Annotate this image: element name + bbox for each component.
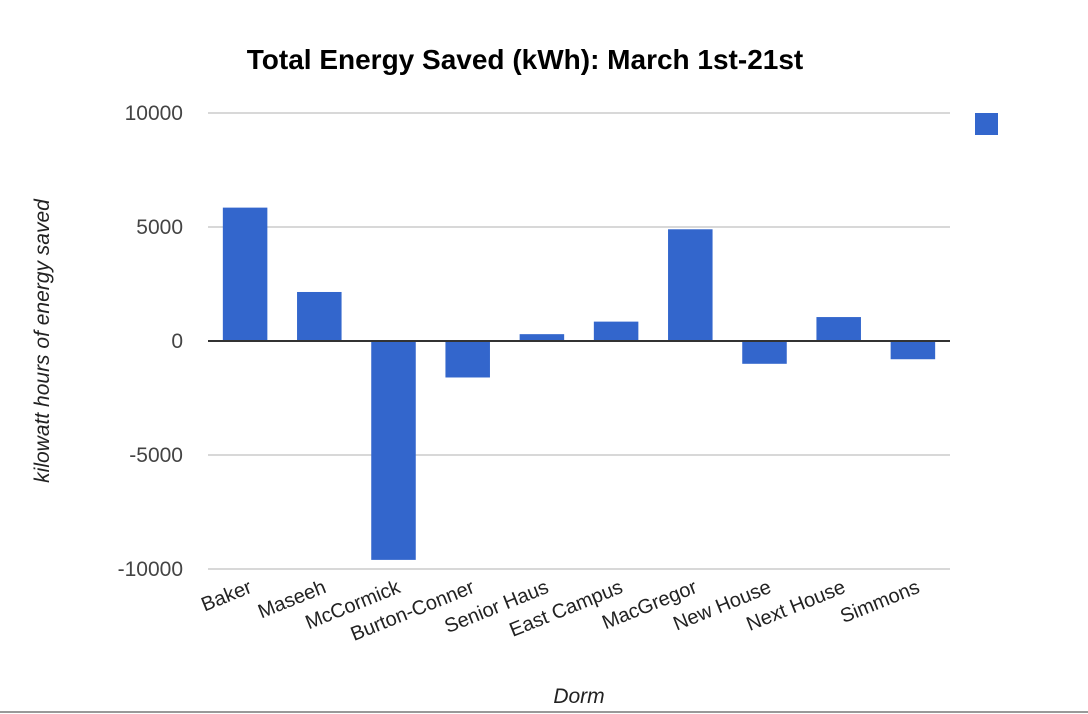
bar-senior-haus	[519, 334, 565, 341]
y-tick-label: 0	[171, 330, 183, 353]
y-tick-label: 10000	[125, 102, 183, 125]
y-axis-tick-labels: 10000 5000 0 -5000 -10000	[118, 102, 183, 581]
bar-new-house	[742, 341, 787, 364]
bar-next-house	[816, 317, 861, 341]
x-tick-label: Simmons	[837, 576, 923, 628]
y-axis-title: kilowatt hours of energy saved	[31, 198, 54, 483]
bar-maseeh	[297, 291, 342, 341]
bar-burton-conner	[445, 341, 490, 378]
x-tick-label: Baker	[198, 576, 255, 616]
y-tick-label: -5000	[129, 444, 183, 467]
bar-baker	[222, 207, 268, 341]
bar-macgregor	[668, 229, 713, 341]
bars	[222, 207, 936, 560]
grid-lines	[208, 112, 950, 570]
x-axis-category-labels: Baker MaseehMcCormickBurton-ConnerSenior …	[198, 576, 922, 646]
y-tick-label: 5000	[136, 216, 183, 239]
bar-mccormick	[371, 341, 416, 560]
legend-swatch	[975, 113, 998, 135]
chart-title: Total Energy Saved (kWh): March 1st-21st	[247, 44, 804, 75]
x-axis-title: Dorm	[553, 685, 604, 708]
bar-east-campus	[593, 321, 639, 341]
bar-simmons	[890, 341, 936, 360]
y-tick-label: -10000	[118, 558, 183, 581]
